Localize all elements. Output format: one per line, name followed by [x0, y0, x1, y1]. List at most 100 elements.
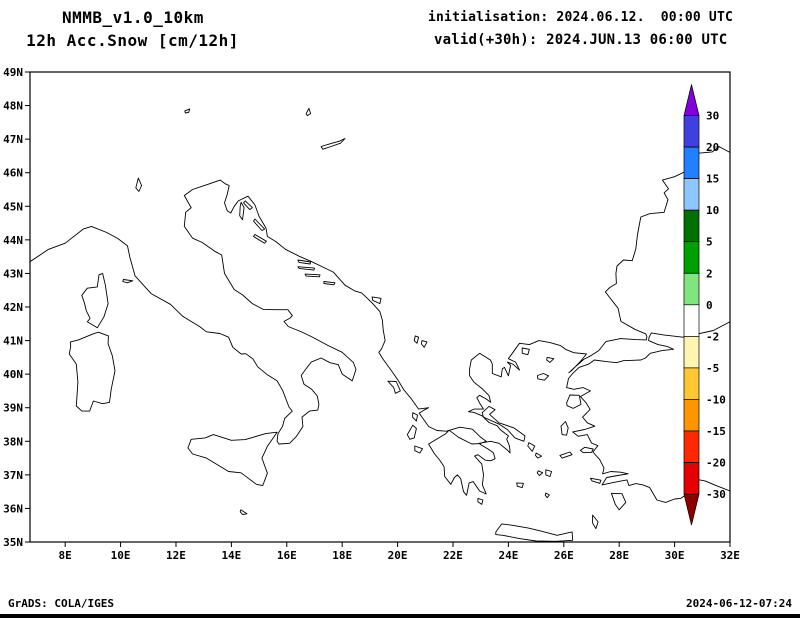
island-sardinia — [68, 331, 116, 412]
valid-time-label: valid(+30h): 2024.JUN.13 06:00 UTC — [434, 32, 728, 48]
y-axis-tick-label: 48N — [3, 100, 23, 113]
colorbar-segment-30-to-20 — [683, 115, 700, 148]
lake-balaton — [320, 138, 346, 150]
colorbar-segment-2-to-0 — [683, 272, 700, 306]
coastlines-layer — [30, 107, 730, 542]
colorbar-level-label: -10 — [706, 393, 726, 406]
x-axis-tick-label: 10E — [111, 549, 131, 562]
field-title: 12h Acc.Snow [cm/12h] — [16, 31, 239, 50]
y-axis-tick-label: 46N — [3, 167, 23, 180]
island-paros — [536, 470, 544, 476]
island-chios — [560, 421, 569, 436]
y-axis-tick-label: 42N — [3, 301, 23, 314]
y-axis-tick-label: 44N — [3, 234, 23, 247]
x-axis-tick-label: 14E — [221, 549, 241, 562]
island-cres — [239, 201, 245, 221]
island-samothrace — [546, 356, 555, 363]
colorbar-level-label: -20 — [706, 457, 726, 470]
model-title: NMMB_v1.0_10km — [62, 8, 204, 27]
y-axis-tick-label: 37N — [3, 469, 23, 482]
island-zakynthos — [414, 445, 423, 454]
x-axis-tick-label: 16E — [277, 549, 297, 562]
island-karpathos — [592, 514, 599, 530]
island-thasos — [521, 347, 530, 356]
bottom-border — [0, 614, 800, 618]
island-evia — [481, 405, 526, 442]
colorbar-level-label: -5 — [706, 362, 719, 375]
y-axis-tick-label: 35N — [3, 536, 23, 549]
island-kos — [589, 477, 602, 484]
island-naxos — [545, 469, 553, 477]
x-axis-tick-label: 18E — [332, 549, 352, 562]
x-axis-tick-label: 32E — [720, 549, 740, 562]
colorbar-level-label: 20 — [706, 141, 719, 154]
colorbar-level-label: 30 — [706, 110, 719, 123]
colorbar-arrow-top — [683, 84, 700, 116]
lake-ohrid — [413, 335, 420, 344]
colorbar-level-label: 5 — [706, 236, 713, 249]
colorbar-level-label: 0 — [706, 299, 713, 312]
island-andros — [527, 442, 536, 452]
y-axis-tick-label: 47N — [3, 133, 23, 146]
grads-credit: GrADS: COLA/IGES — [8, 597, 114, 610]
island-ikaria — [559, 451, 573, 459]
island-hvar — [297, 266, 315, 271]
island-kythira — [477, 497, 484, 505]
colorbar-segment-15-to-10 — [683, 178, 700, 211]
colorbar-level-label: 10 — [706, 204, 719, 217]
colorbar-segment--10-to--15 — [683, 399, 700, 432]
lake-neusiedl — [305, 107, 312, 117]
colorbar-level-label: -15 — [706, 425, 726, 438]
y-axis-tick-label: 39N — [3, 402, 23, 415]
island-krk — [243, 200, 253, 211]
colorbar-segment--2-to--5 — [683, 336, 700, 369]
map-frame — [29, 71, 731, 543]
island-kefalonia — [406, 424, 417, 440]
colorbar-segment--15-to--20 — [683, 430, 700, 463]
x-axis-tick-label: 30E — [665, 549, 685, 562]
island-brac — [297, 259, 312, 265]
y-axis-tick-label: 45N — [3, 200, 23, 213]
colorbar-segment-0-to--2 — [683, 304, 700, 337]
x-axis-tick-label: 20E — [388, 549, 408, 562]
island-crete — [495, 523, 574, 542]
colorbar-segment-20-to-15 — [683, 146, 700, 180]
island-pag — [253, 218, 266, 231]
island-corsica — [81, 272, 109, 329]
lake-prespa — [420, 340, 428, 348]
island-malta — [239, 509, 248, 515]
island-lesbos — [566, 394, 582, 409]
island-elba — [122, 279, 134, 284]
colorbar-segment-10-to-5 — [683, 209, 700, 243]
island-lefkada — [412, 412, 418, 422]
lake-scutari — [371, 296, 382, 305]
x-axis-tick-label: 12E — [166, 549, 186, 562]
x-axis-tick-label: 22E — [443, 549, 463, 562]
island-rhodes — [610, 492, 627, 511]
y-axis-tick-label: 43N — [3, 267, 23, 280]
colorbar-segment--5-to--10 — [683, 367, 700, 400]
colorbar-level-label: 15 — [706, 173, 719, 186]
lake-chiemsee — [184, 108, 191, 114]
x-axis-tick-label: 26E — [554, 549, 574, 562]
y-axis-tick-label: 40N — [3, 368, 23, 381]
init-time-label: initialisation: 2024.06.12. 00:00 UTC — [428, 10, 734, 25]
lake-garda — [135, 177, 143, 192]
island-sicily — [187, 431, 278, 487]
y-axis-tick-label: 41N — [3, 335, 23, 348]
island-milos — [516, 482, 524, 489]
island-tinos — [535, 452, 543, 459]
x-axis-tick-label: 28E — [609, 549, 629, 562]
coastline-anatolia — [566, 321, 730, 503]
colorbar-level-label: -2 — [706, 330, 719, 343]
y-axis-tick-label: 49N — [3, 66, 23, 79]
y-axis-tick-label: 36N — [3, 502, 23, 515]
coastline-europe-mainland — [30, 146, 730, 496]
colorbar-level-label: 2 — [706, 267, 713, 280]
colorbar-segment--20-to--30 — [683, 462, 700, 495]
colorbar-level-label: -30 — [706, 488, 726, 501]
x-axis-tick-label: 24E — [498, 549, 518, 562]
island-dugi-otok — [253, 234, 267, 244]
